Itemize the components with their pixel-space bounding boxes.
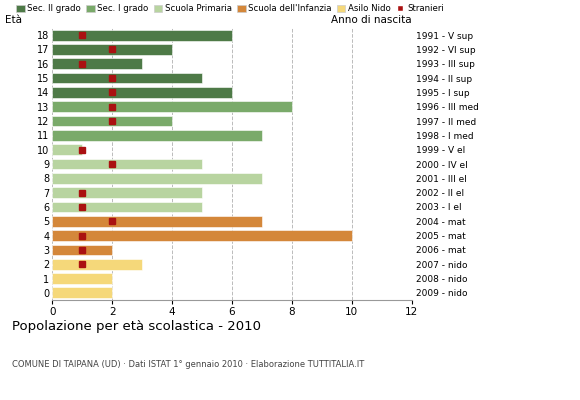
Bar (52, 187, 202, 198)
Bar (52, 259, 142, 270)
Bar (52, 116, 172, 126)
Bar (52, 44, 172, 55)
Bar (52, 130, 262, 141)
Bar (52, 58, 142, 69)
Text: Età: Età (5, 15, 23, 25)
Bar (52, 73, 202, 84)
Bar (52, 87, 232, 98)
Bar (52, 202, 202, 212)
Text: Popolazione per età scolastica - 2010: Popolazione per età scolastica - 2010 (12, 320, 260, 333)
Bar (52, 288, 112, 298)
Bar (52, 159, 202, 169)
Bar (52, 244, 112, 255)
Bar (52, 230, 352, 241)
Bar (52, 216, 262, 227)
Bar (52, 144, 82, 155)
Bar (52, 273, 112, 284)
Bar (52, 30, 232, 40)
Bar (52, 101, 292, 112)
Text: COMUNE DI TAIPANA (UD) · Dati ISTAT 1° gennaio 2010 · Elaborazione TUTTITALIA.IT: COMUNE DI TAIPANA (UD) · Dati ISTAT 1° g… (12, 360, 364, 369)
Legend: Sec. II grado, Sec. I grado, Scuola Primaria, Scuola dell'Infanzia, Asilo Nido, : Sec. II grado, Sec. I grado, Scuola Prim… (16, 4, 444, 13)
Bar (52, 173, 262, 184)
Text: Anno di nascita: Anno di nascita (331, 15, 412, 25)
